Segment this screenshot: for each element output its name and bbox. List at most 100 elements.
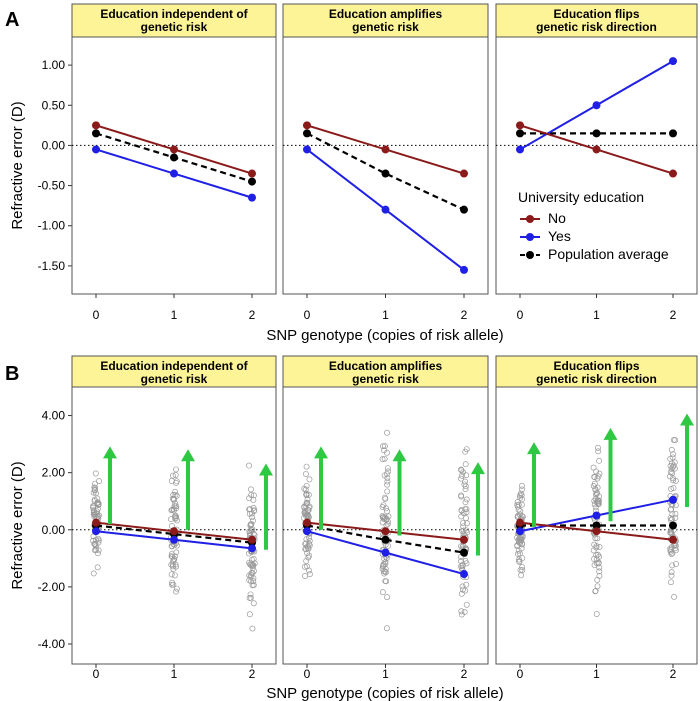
individual-point: [667, 515, 674, 521]
series-point-no: [248, 169, 256, 178]
individual-point: [304, 499, 311, 506]
series-line-population-average: [95, 524, 253, 544]
x-tick-label: 2: [249, 308, 256, 322]
individual-point: [668, 446, 675, 453]
individual-point: [380, 568, 387, 575]
individual-point: [519, 513, 526, 520]
individual-point: [304, 496, 311, 503]
individual-point: [516, 535, 523, 542]
individual-point: [379, 519, 386, 526]
series-line-population-average: [306, 132, 465, 211]
legend: University education No Yes Population aver…: [518, 189, 669, 262]
individual-point: [668, 551, 675, 558]
individual-point: [382, 578, 389, 584]
individual-point: [381, 570, 388, 577]
individual-point: [95, 539, 102, 546]
panel-letter: B: [5, 363, 19, 385]
individual-point: [173, 513, 180, 520]
individual-point: [463, 496, 470, 503]
individual-point: [463, 515, 469, 522]
series-point-no: [669, 535, 677, 544]
x-tick-label: 1: [593, 308, 600, 322]
individual-point: [515, 506, 522, 513]
x-tick-label: 0: [93, 667, 100, 681]
individual-point: [169, 561, 176, 568]
individual-point: [669, 562, 676, 569]
individual-point: [247, 591, 254, 598]
individual-point: [593, 491, 599, 498]
individual-point: [593, 543, 600, 550]
facet-strip: [71, 355, 277, 388]
individual-point: [246, 559, 253, 566]
individual-point: [306, 552, 313, 559]
individual-point: [94, 495, 101, 502]
individual-point: [518, 486, 525, 493]
individual-point: [518, 501, 525, 508]
individual-point: [460, 520, 466, 526]
individual-point: [170, 565, 177, 572]
individual-point: [305, 507, 312, 514]
individual-point: [670, 477, 677, 484]
individual-point: [303, 492, 310, 499]
individual-point: [673, 561, 679, 567]
education-effect-arrowhead: [392, 449, 407, 462]
individual-point: [593, 468, 600, 475]
series-point-yes: [592, 101, 601, 110]
individual-point: [170, 581, 177, 588]
individual-point: [303, 470, 309, 477]
individual-point: [594, 475, 601, 482]
individual-point: [303, 463, 310, 470]
individual-point: [384, 465, 391, 472]
facet-strip: [282, 3, 489, 38]
series-point-population-average: [92, 129, 100, 138]
individual-point: [462, 486, 469, 493]
individual-point: [458, 472, 465, 479]
individual-point: [518, 482, 525, 489]
series-point-no: [303, 518, 311, 527]
individual-point: [462, 499, 469, 506]
facet-title-line: Education amplifies: [329, 359, 443, 373]
x-tick-label: 1: [171, 667, 178, 681]
individual-point: [169, 563, 176, 570]
individual-point: [672, 437, 679, 444]
individual-point: [384, 481, 391, 488]
individual-point: [519, 564, 526, 571]
individual-point: [458, 608, 465, 615]
x-tick-label: 2: [670, 667, 677, 681]
series-point-population-average: [669, 129, 677, 138]
series-point-population-average: [516, 129, 524, 138]
x-tick-label: 0: [517, 667, 524, 681]
series-point-yes: [460, 570, 468, 579]
individual-point: [519, 555, 526, 562]
series-point-no: [592, 527, 601, 536]
individual-point: [462, 461, 469, 468]
series-point-yes: [92, 527, 100, 536]
individual-point: [172, 472, 179, 478]
education-effect-arrowhead: [680, 413, 694, 426]
individual-point: [246, 572, 253, 579]
individual-point: [172, 553, 178, 560]
individual-point: [516, 550, 523, 557]
series-point-no: [92, 121, 100, 130]
education-effect-arrowhead: [103, 446, 117, 459]
individual-point: [591, 501, 598, 508]
individual-point: [249, 582, 256, 589]
series-point-population-average: [592, 129, 601, 138]
individual-point: [671, 465, 678, 472]
y-tick-label: -4.00: [38, 637, 66, 651]
legend-key-point: [526, 233, 534, 241]
series-point-no: [669, 169, 677, 178]
individual-point: [250, 600, 257, 607]
series-point-population-average: [303, 129, 311, 138]
y-tick-label: 0.00: [42, 138, 66, 152]
individual-point: [672, 510, 679, 517]
x-tick-label: 2: [461, 308, 468, 322]
education-effect-arrowhead: [181, 449, 195, 462]
plot-frame: [71, 386, 277, 665]
legend-entry: No: [548, 210, 566, 226]
individual-point: [168, 571, 175, 578]
series-point-no: [381, 527, 390, 536]
series-point-population-average: [248, 177, 256, 186]
individual-point: [458, 466, 464, 473]
